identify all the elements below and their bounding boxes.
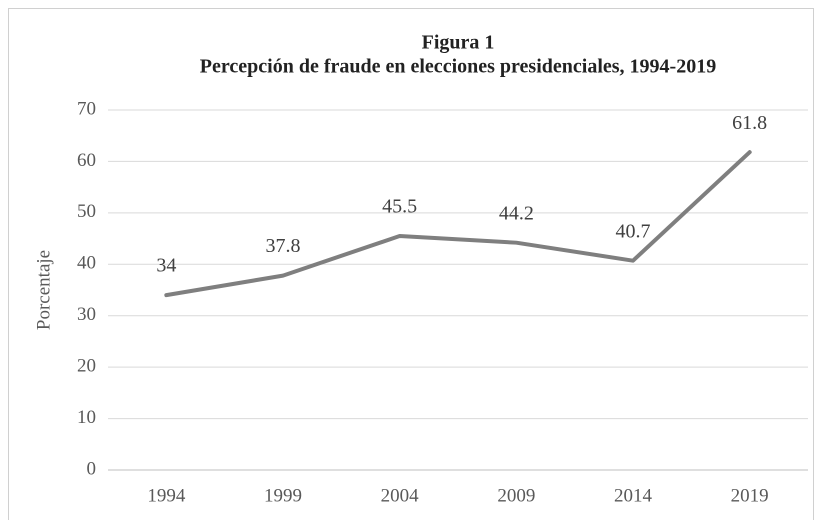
chart-subtitle: Percepción de fraude en elecciones presi…: [200, 56, 716, 78]
y-tick-label: 40: [77, 253, 96, 274]
y-tick-label: 20: [77, 356, 96, 377]
y-tick-label: 70: [77, 98, 96, 119]
y-tick-label: 0: [87, 458, 97, 479]
y-tick-label: 30: [77, 304, 96, 325]
x-tick-label: 2019: [731, 485, 769, 506]
x-tick-label: 2014: [614, 485, 653, 506]
y-tick-label: 60: [77, 150, 96, 171]
data-label: 44.2: [499, 202, 534, 224]
data-label: 45.5: [382, 196, 417, 218]
data-label: 37.8: [266, 235, 301, 257]
y-axis-label: Porcentaje: [33, 250, 54, 330]
y-tick-label: 50: [77, 201, 96, 222]
data-label: 40.7: [616, 220, 651, 242]
data-label: 34: [156, 255, 176, 277]
chart-title: Figura 1: [422, 32, 495, 54]
chart-frame: [8, 8, 814, 520]
data-line: [164, 150, 752, 298]
y-tick-label: 10: [77, 407, 96, 428]
x-tick-label: 2009: [497, 485, 535, 506]
x-tick-label: 1999: [264, 485, 302, 506]
x-tick-label: 1994: [147, 485, 186, 506]
data-label: 61.8: [732, 112, 767, 134]
x-tick-label: 2004: [381, 485, 420, 506]
